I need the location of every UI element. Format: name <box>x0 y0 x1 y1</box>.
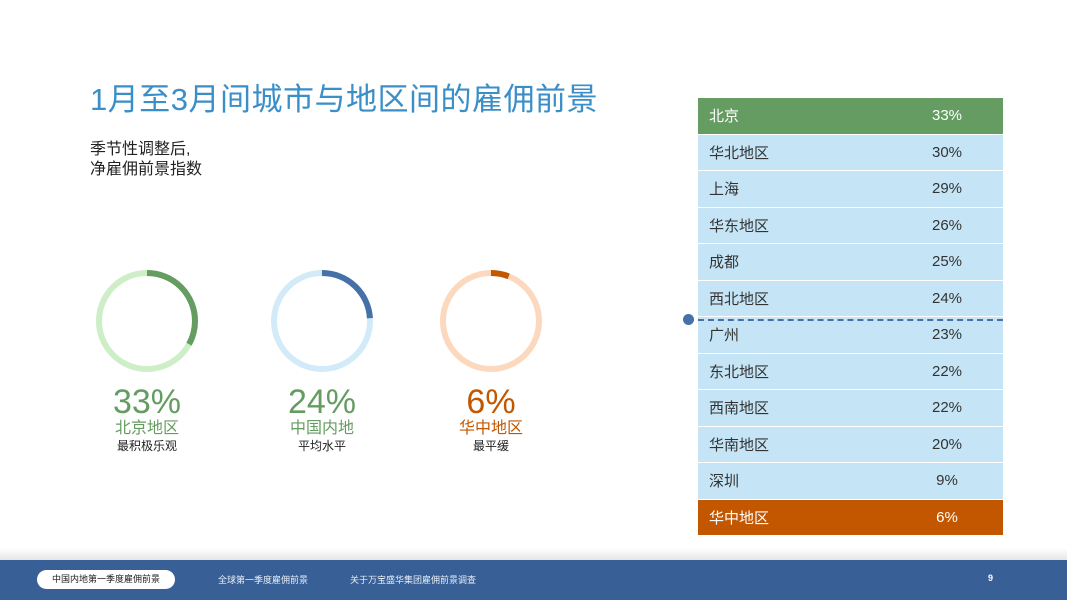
table-row: 深圳 9% <box>698 463 1003 500</box>
row-name: 西北地区 <box>709 290 770 308</box>
page-title: 1月至3月间城市与地区间的雇佣前景 <box>90 82 598 117</box>
footer-link-global[interactable]: 全球第一季度雇佣前景 <box>218 575 309 585</box>
gauge-percent: 33% <box>112 383 182 421</box>
footer-shadow <box>0 548 1067 560</box>
donut-ring-icon <box>271 270 373 372</box>
table-row: 西北地区 24% <box>698 280 1003 317</box>
average-marker-dot-icon <box>683 314 694 325</box>
table-row: 华东地区 26% <box>698 207 1003 244</box>
table-row: 北京 33% <box>698 98 1003 135</box>
row-value: 6% <box>936 508 958 526</box>
gauge-note: 最积极乐观 <box>116 439 177 453</box>
table-row: 华中地区 6% <box>698 499 1003 536</box>
gauge-percent: 6% <box>466 383 516 421</box>
row-value: 24% <box>931 289 963 307</box>
row-value: 33% <box>931 107 963 125</box>
row-value: 22% <box>931 399 963 417</box>
table-row: 广州 23% <box>698 317 1003 354</box>
gauge-percent: 24% <box>287 383 357 421</box>
gauge-beijing: 33% 北京地区 最积极乐观 <box>77 268 217 454</box>
table-row: 华南地区 20% <box>698 426 1003 463</box>
row-value: 9% <box>936 472 958 490</box>
row-value: 29% <box>931 180 963 198</box>
gauge-region: 北京地区 <box>114 420 179 437</box>
table-row: 西南地区 22% <box>698 390 1003 427</box>
gauge-central-china: 6% 华中地区 最平缓 <box>421 268 561 454</box>
footer-nav: 中国内地第一季度雇佣前景 全球第一季度雇佣前景 关于万宝盛华集团雇佣前景调查 9 <box>0 560 1067 600</box>
ranking-table: 北京 33% 华北地区 30% 上海 29% 华东地区 26% 成都 25% 西北地区 24… <box>698 98 1003 536</box>
subtitle-line-2: 净雇佣前景指数 <box>90 161 203 178</box>
row-name: 西南地区 <box>709 400 770 418</box>
row-name: 北京 <box>709 108 740 126</box>
row-value: 30% <box>931 143 963 161</box>
row-name: 华北地区 <box>709 144 770 162</box>
gauge-note: 最平缓 <box>472 439 509 453</box>
row-value: 26% <box>931 216 963 234</box>
gauge-note: 平均水平 <box>297 439 346 453</box>
donut-ring-icon <box>96 270 198 372</box>
page-number: 9 <box>988 573 994 583</box>
row-name: 华南地区 <box>709 436 770 454</box>
row-name: 广州 <box>709 327 740 345</box>
subtitle: 季节性调整后, 净雇佣前景指数 <box>90 140 202 180</box>
row-name: 华中地区 <box>709 509 770 527</box>
row-name: 成都 <box>709 254 740 272</box>
table-row: 东北地区 22% <box>698 353 1003 390</box>
row-name: 东北地区 <box>709 363 770 381</box>
footer-link-about[interactable]: 关于万宝盛华集团雇佣前景调查 <box>350 575 477 585</box>
average-divider-line <box>688 319 1003 321</box>
donut-ring-icon <box>440 270 542 372</box>
table-row: 上海 29% <box>698 171 1003 208</box>
row-value: 25% <box>931 253 963 271</box>
table-row: 华北地区 30% <box>698 134 1003 171</box>
row-name: 华东地区 <box>709 217 770 235</box>
gauge-region: 中国内地 <box>289 420 354 437</box>
row-value: 20% <box>931 435 963 453</box>
row-value: 23% <box>931 326 963 344</box>
row-name: 深圳 <box>709 473 740 491</box>
row-name: 上海 <box>709 181 740 199</box>
subtitle-line-1: 季节性调整后, <box>90 141 191 158</box>
gauge-region: 华中地区 <box>458 420 523 437</box>
table-row: 成都 25% <box>698 244 1003 281</box>
gauge-mainland: 24% 中国内地 平均水平 <box>252 268 392 454</box>
row-value: 22% <box>931 362 963 380</box>
footer-tab-active[interactable]: 中国内地第一季度雇佣前景 <box>37 570 175 589</box>
